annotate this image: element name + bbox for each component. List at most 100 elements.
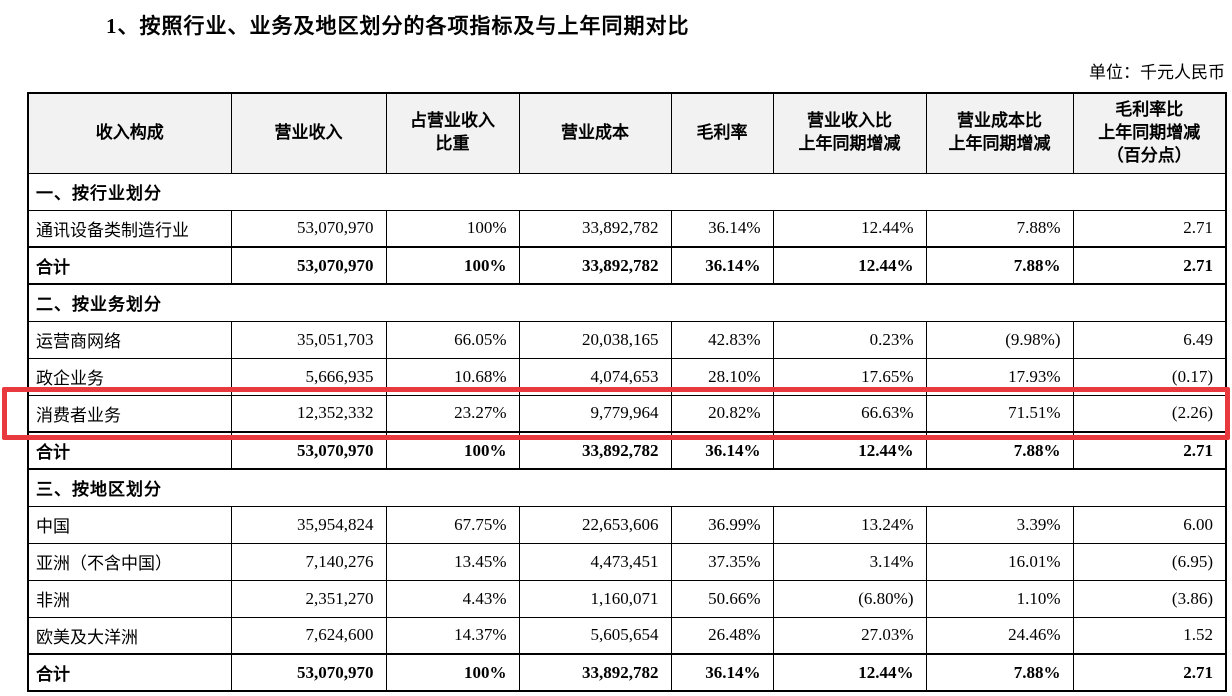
cell-value: (2.26) (1072, 394, 1227, 433)
cell-value: 3.39% (925, 505, 1074, 544)
cell-value: 53,070,970 (230, 246, 387, 285)
column-header: 收入构成 (27, 92, 232, 174)
row-label: 运营商网络 (27, 320, 232, 359)
total-row: 合计 53,070,970 100% 33,892,782 36.14% 12.44% 7.… (27, 653, 1227, 692)
row-label: 合计 (27, 653, 232, 692)
column-header: 营业成本比 上年同期增减 (925, 92, 1074, 174)
cell-value: 12.44% (772, 431, 927, 470)
row-label: 合计 (27, 246, 232, 285)
financial-table: 收入构成 营业收入 占营业收入 比重 营业成本 毛利率 营业收入比 上年同期增减 营业成本比 上年… (27, 92, 1227, 692)
cell-value: 12.44% (772, 653, 927, 692)
cell-value: 7.88% (925, 431, 1074, 470)
cell-value: 66.05% (385, 320, 520, 359)
cell-value: 7.88% (925, 653, 1074, 692)
cell-value: 100% (385, 431, 520, 470)
cell-value: 33,892,782 (518, 209, 672, 248)
total-row: 合计 53,070,970 100% 33,892,782 36.14% 12.44% 7.… (27, 246, 1227, 285)
cell-value: 42.83% (670, 320, 774, 359)
cell-value: 2.71 (1072, 653, 1227, 692)
cell-value: (9.98%) (925, 320, 1074, 359)
cell-value: 35,051,703 (230, 320, 387, 359)
total-row: 合计 53,070,970 100% 33,892,782 36.14% 12.44% 7.… (27, 431, 1227, 470)
cell-value: 7,140,276 (230, 542, 387, 581)
column-header: 营业成本 (518, 92, 672, 174)
table-row: 政企业务 5,666,935 10.68% 4,074,653 28.10% 17.65%… (27, 357, 1227, 396)
cell-value: (3.86) (1072, 579, 1227, 618)
cell-value: 4.43% (385, 579, 520, 618)
cell-value: 33,892,782 (518, 431, 672, 470)
cell-value: 71.51% (925, 394, 1074, 433)
row-label: 消费者业务 (27, 394, 232, 433)
column-header: 营业收入比 上年同期增减 (772, 92, 927, 174)
cell-value: (6.80%) (772, 579, 927, 618)
cell-value: 6.49 (1072, 320, 1227, 359)
cell-value: 53,070,970 (230, 209, 387, 248)
row-label: 通讯设备类制造行业 (27, 209, 232, 248)
section-label: 三、按地区划分 (27, 468, 1227, 507)
cell-value: 66.63% (772, 394, 927, 433)
table-row: 亚洲（不含中国） 7,140,276 13.45% 4,473,451 37.35% 3.… (27, 542, 1227, 581)
cell-value: 2.71 (1072, 209, 1227, 248)
cell-value: 9,779,964 (518, 394, 672, 433)
cell-value: 20,038,165 (518, 320, 672, 359)
cell-value: 67.75% (385, 505, 520, 544)
cell-value: 7.88% (925, 209, 1074, 248)
cell-value: 100% (385, 209, 520, 248)
cell-value: 23.27% (385, 394, 520, 433)
row-label: 中国 (27, 505, 232, 544)
section-row: 二、按业务划分 (27, 283, 1227, 322)
table-row: 中国 35,954,824 67.75% 22,653,606 36.99% 13.24%… (27, 505, 1227, 544)
table-row: 欧美及大洋洲 7,624,600 14.37% 5,605,654 26.48% 27.0… (27, 616, 1227, 655)
cell-value: 2.71 (1072, 431, 1227, 470)
cell-value: 53,070,970 (230, 653, 387, 692)
row-label: 合计 (27, 431, 232, 470)
cell-value: 53,070,970 (230, 431, 387, 470)
table-row: 运营商网络 35,051,703 66.05% 20,038,165 42.83% 0.2… (27, 320, 1227, 359)
cell-value: 1.10% (925, 579, 1074, 618)
row-label: 政企业务 (27, 357, 232, 396)
cell-value: 26.48% (670, 616, 774, 655)
cell-value: 10.68% (385, 357, 520, 396)
table-row: 通讯设备类制造行业 53,070,970 100% 33,892,782 36.14% 1… (27, 209, 1227, 248)
cell-value: 36.14% (670, 209, 774, 248)
cell-value: 33,892,782 (518, 246, 672, 285)
row-label: 亚洲（不含中国） (27, 542, 232, 581)
cell-value: 1.52 (1072, 616, 1227, 655)
cell-value: 33,892,782 (518, 653, 672, 692)
document-title: 1、按照行业、业务及地区划分的各项指标及与上年同期对比 (106, 14, 690, 38)
cell-value: 6.00 (1072, 505, 1227, 544)
section-row: 三、按地区划分 (27, 468, 1227, 507)
table-row: 消费者业务 12,352,332 23.27% 9,779,964 20.82% 66.6… (27, 394, 1227, 433)
cell-value: 100% (385, 653, 520, 692)
cell-value: 1,160,071 (518, 579, 672, 618)
cell-value: 12.44% (772, 246, 927, 285)
cell-value: 5,605,654 (518, 616, 672, 655)
cell-value: 4,074,653 (518, 357, 672, 396)
cell-value: 17.93% (925, 357, 1074, 396)
cell-value: 36.14% (670, 653, 774, 692)
cell-value: 14.37% (385, 616, 520, 655)
section-label: 一、按行业划分 (27, 172, 1227, 211)
unit-label: 单位：千元人民币 (1089, 63, 1225, 82)
column-header: 毛利率 (670, 92, 774, 174)
cell-value: 7,624,600 (230, 616, 387, 655)
cell-value: (6.95) (1072, 542, 1227, 581)
cell-value: 37.35% (670, 542, 774, 581)
cell-value: 20.82% (670, 394, 774, 433)
cell-value: 17.65% (772, 357, 927, 396)
column-header: 占营业收入 比重 (385, 92, 520, 174)
cell-value: 50.66% (670, 579, 774, 618)
cell-value: 7.88% (925, 246, 1074, 285)
cell-value: 2,351,270 (230, 579, 387, 618)
cell-value: 35,954,824 (230, 505, 387, 544)
cell-value: 2.71 (1072, 246, 1227, 285)
cell-value: 36.14% (670, 431, 774, 470)
cell-value: (0.17) (1072, 357, 1227, 396)
cell-value: 100% (385, 246, 520, 285)
cell-value: 16.01% (925, 542, 1074, 581)
table-body: 一、按行业划分 通讯设备类制造行业 53,070,970 100% 33,892,782… (27, 172, 1227, 692)
cell-value: 22,653,606 (518, 505, 672, 544)
cell-value: 3.14% (772, 542, 927, 581)
column-header: 毛利率比 上年同期增减 （百分点） (1072, 92, 1227, 174)
